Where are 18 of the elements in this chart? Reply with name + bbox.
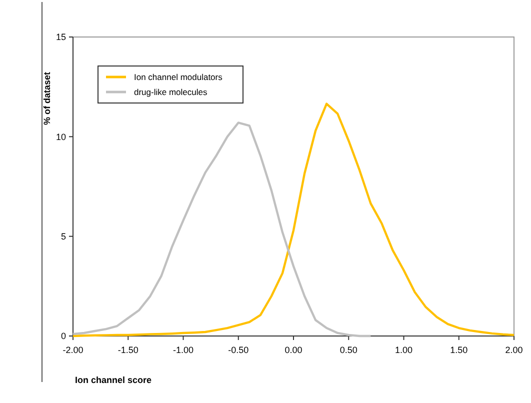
- legend-label: drug-like molecules: [134, 86, 208, 97]
- legend-label: Ion channel modulators: [134, 72, 222, 82]
- x-axis-title: Ion channel score: [75, 375, 152, 385]
- x-tick-label: 2.00: [505, 345, 523, 355]
- x-tick-label: 1.50: [450, 345, 468, 355]
- y-tick-label: 0: [60, 331, 66, 342]
- x-tick-label: -2.00: [62, 345, 84, 355]
- y-axis-title: % of dataset: [42, 72, 52, 126]
- x-tick-label: -1.50: [118, 345, 138, 355]
- x-tick-label: -1.00: [172, 345, 194, 355]
- x-tick-label: -0.50: [228, 345, 249, 355]
- y-tick-label: 10: [56, 132, 66, 142]
- x-tick-label: 0.00: [284, 345, 302, 355]
- y-tick-label: 15: [56, 32, 66, 42]
- line-series: [72, 122, 372, 338]
- x-tick-label: 1.00: [394, 345, 413, 355]
- y-tick-label: 5: [60, 231, 66, 242]
- x-tick-label: 0.50: [340, 345, 358, 355]
